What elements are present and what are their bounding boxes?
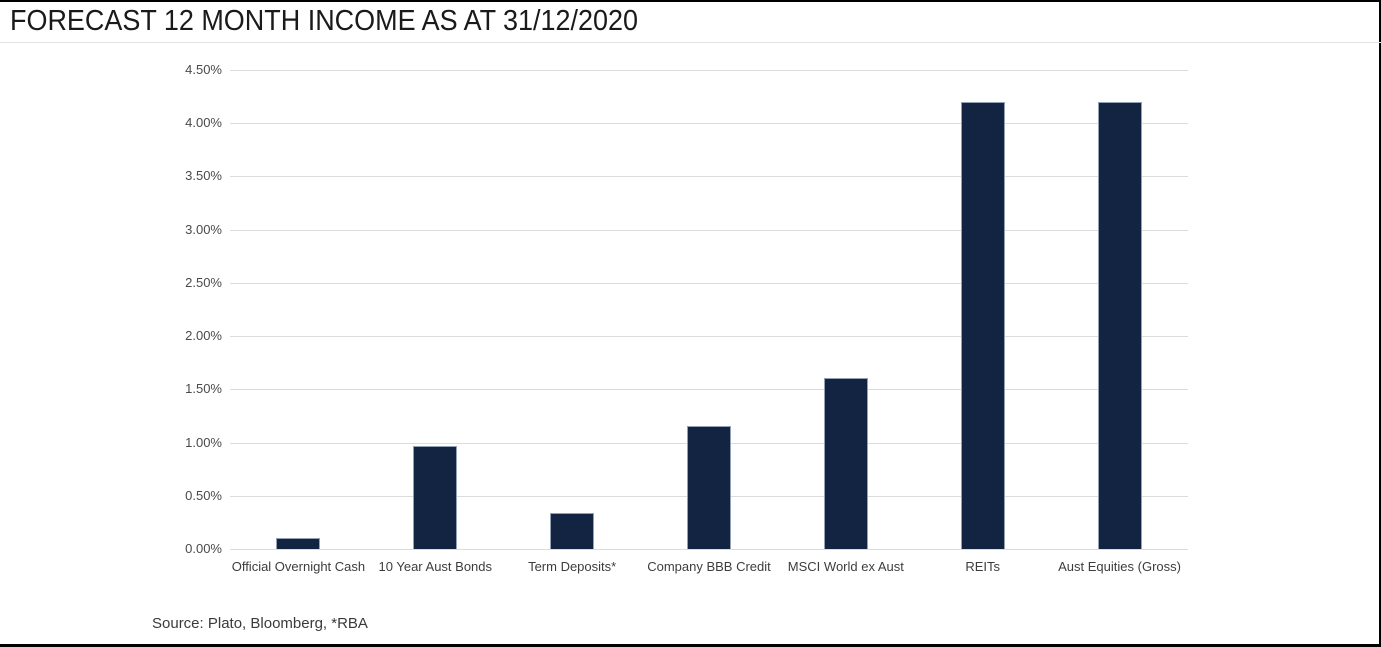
chart-title: FORECAST 12 MONTH INCOME AS AT 31/12/202… bbox=[10, 5, 639, 37]
bar-aust-equities-gross bbox=[1097, 101, 1142, 549]
gridline bbox=[230, 336, 1188, 338]
y-axis-tick-label: 0.50% bbox=[185, 487, 222, 503]
x-axis-category-label: MSCI World ex Aust bbox=[787, 559, 904, 574]
bar-msci-world-ex-aust bbox=[823, 377, 868, 549]
frame-border-right bbox=[1379, 0, 1381, 647]
bar-term-deposits bbox=[550, 512, 595, 549]
frame-border-bottom bbox=[0, 644, 1381, 647]
x-axis-category-label: REITs bbox=[965, 559, 1001, 574]
y-axis-tick-label: 4.50% bbox=[185, 62, 222, 77]
gridline bbox=[230, 70, 1188, 71]
gridline bbox=[230, 282, 1188, 284]
bar-10-year-aust-bonds bbox=[413, 445, 458, 549]
x-axis-category-label: Company BBB Credit bbox=[647, 559, 771, 574]
y-axis-tick-label: 0.00% bbox=[185, 541, 222, 556]
x-axis-category-label: Aust Equities (Gross) bbox=[1058, 559, 1181, 574]
x-axis-category-label: 10 Year Aust Bonds bbox=[378, 559, 493, 574]
y-axis-tick-label: 2.00% bbox=[185, 328, 222, 344]
x-axis-category-label: Term Deposits* bbox=[528, 559, 617, 574]
gridline bbox=[230, 549, 1188, 550]
bar-company-bbb-credit bbox=[687, 425, 731, 549]
bar-official-overnight-cash bbox=[276, 538, 321, 549]
y-axis-tick-label: 1.50% bbox=[185, 381, 222, 397]
gridline bbox=[230, 176, 1188, 178]
frame-border-top bbox=[0, 0, 1381, 2]
gridline bbox=[230, 123, 1188, 125]
gridline bbox=[230, 229, 1188, 231]
bar-reits bbox=[960, 101, 1005, 549]
y-axis-tick-label: 4.00% bbox=[185, 115, 222, 131]
source-note: Source: Plato, Bloomberg, *RBA bbox=[152, 615, 368, 632]
y-axis-tick-label: 3.50% bbox=[185, 168, 222, 184]
title-separator bbox=[0, 42, 1381, 43]
y-axis-tick-label: 2.50% bbox=[185, 274, 222, 290]
y-axis-tick-label: 1.00% bbox=[185, 434, 222, 450]
y-axis-tick-label: 3.00% bbox=[185, 221, 222, 237]
x-axis-category-label: Official Overnight Cash bbox=[231, 559, 366, 574]
gridline bbox=[230, 389, 1188, 391]
